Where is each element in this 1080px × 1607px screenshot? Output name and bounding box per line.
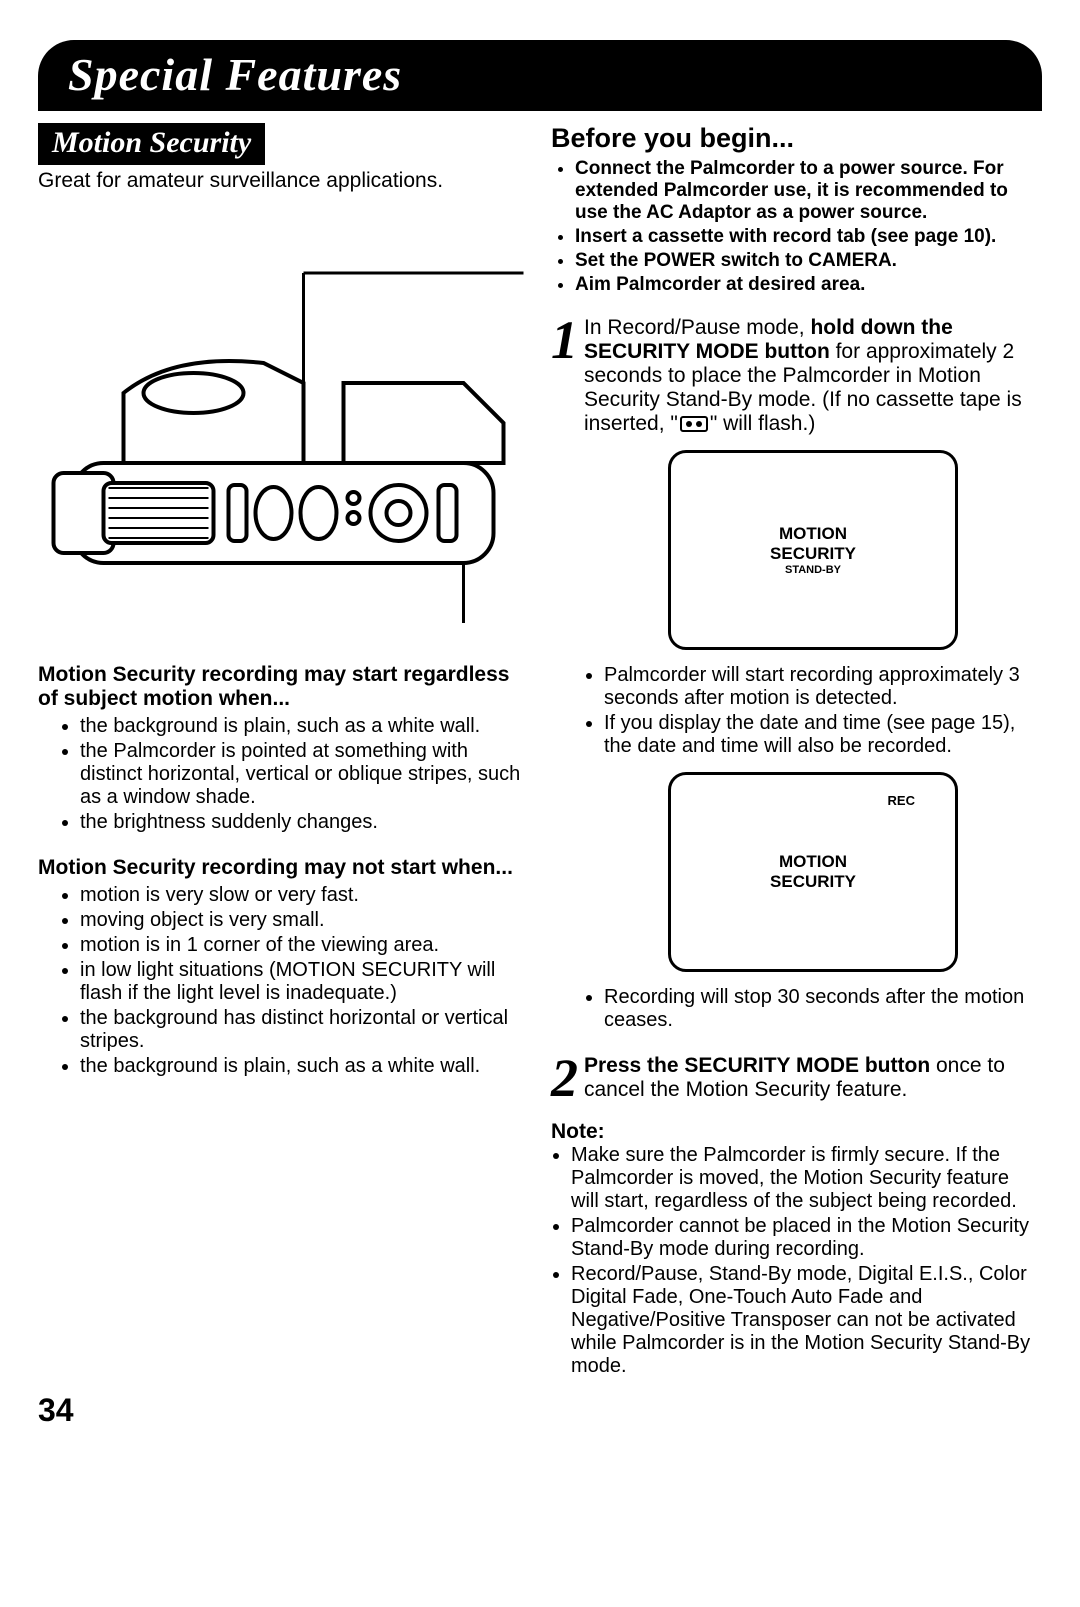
may-not-start-block: Motion Security recording may not start … xyxy=(38,856,529,1078)
lcd-screen-rec: REC MOTION SECURITY xyxy=(668,772,958,972)
page-header: Special Features xyxy=(38,40,1042,111)
section-label: Motion Security xyxy=(38,123,265,165)
may-start-list: the background is plain, such as a white… xyxy=(38,715,529,834)
list-item: in low light situations (MOTION SECURITY… xyxy=(80,959,529,1005)
step-1-bullets-a: Palmcorder will start recording approxim… xyxy=(584,664,1042,758)
may-not-start-list: motion is very slow or very fast. moving… xyxy=(38,884,529,1078)
step-1-bullets-b: Recording will stop 30 seconds after the… xyxy=(584,986,1042,1032)
page-number: 34 xyxy=(38,1392,1042,1429)
list-item: Set the POWER switch to CAMERA. xyxy=(575,250,1042,272)
note-heading: Note: xyxy=(551,1120,1042,1144)
before-list: Connect the Palmcorder to a power source… xyxy=(551,158,1042,296)
list-item: Palmcorder cannot be placed in the Motio… xyxy=(571,1215,1042,1261)
may-start-heading: Motion Security recording may start rega… xyxy=(38,663,529,711)
step-1-body: In Record/Pause mode, hold down the SECU… xyxy=(584,316,1042,1034)
step-1-rest2: " will flash.) xyxy=(710,412,815,435)
list-item: Aim Palmcorder at desired area. xyxy=(575,274,1042,296)
list-item: If you display the date and time (see pa… xyxy=(604,712,1042,758)
screen-text: SECURITY xyxy=(770,872,856,892)
step-2-body: Press the SECURITY MODE button once to c… xyxy=(584,1054,1042,1102)
before-heading: Before you begin... xyxy=(551,123,1042,154)
list-item: the background is plain, such as a white… xyxy=(80,1055,529,1078)
lcd-screen-standby: MOTION SECURITY STAND-BY xyxy=(668,450,958,650)
right-column: Before you begin... Connect the Palmcord… xyxy=(551,123,1042,1380)
list-item: moving object is very small. xyxy=(80,909,529,932)
section-subtitle: Great for amateur surveillance applicati… xyxy=(38,169,529,193)
list-item: the background is plain, such as a white… xyxy=(80,715,529,738)
step-2: 2 Press the SECURITY MODE button once to… xyxy=(551,1054,1042,1102)
may-not-start-heading: Motion Security recording may not start … xyxy=(38,856,529,880)
list-item: the background has distinct horizontal o… xyxy=(80,1007,529,1053)
list-item: the Palmcorder is pointed at something w… xyxy=(80,740,529,809)
cassette-icon xyxy=(680,416,708,432)
step-number-icon: 2 xyxy=(551,1060,578,1102)
list-item: motion is very slow or very fast. xyxy=(80,884,529,907)
note-list: Make sure the Palmcorder is firmly secur… xyxy=(551,1144,1042,1378)
step-number-icon: 1 xyxy=(551,322,578,1034)
left-column: Motion Security Great for amateur survei… xyxy=(38,123,529,1380)
list-item: Recording will stop 30 seconds after the… xyxy=(604,986,1042,1032)
step-1-lead: In Record/Pause mode, xyxy=(584,316,810,339)
list-item: Make sure the Palmcorder is firmly secur… xyxy=(571,1144,1042,1213)
list-item: Palmcorder will start recording approxim… xyxy=(604,664,1042,710)
may-start-block: Motion Security recording may start rega… xyxy=(38,663,529,834)
screen-text: SECURITY xyxy=(770,544,856,564)
rec-indicator: REC xyxy=(888,793,915,808)
list-item: the brightness suddenly changes. xyxy=(80,811,529,834)
screen-text: STAND-BY xyxy=(785,564,841,576)
step-1: 1 In Record/Pause mode, hold down the SE… xyxy=(551,316,1042,1034)
step-2-bold: Press the SECURITY MODE button xyxy=(584,1054,930,1077)
list-item: motion is in 1 corner of the viewing are… xyxy=(80,934,529,957)
screen-text: MOTION xyxy=(779,524,847,544)
screen-text: MOTION xyxy=(779,852,847,872)
list-item: Connect the Palmcorder to a power source… xyxy=(575,158,1042,224)
camcorder-illustration xyxy=(38,263,529,623)
list-item: Record/Pause, Stand-By mode, Digital E.I… xyxy=(571,1263,1042,1378)
list-item: Insert a cassette with record tab (see p… xyxy=(575,226,1042,248)
